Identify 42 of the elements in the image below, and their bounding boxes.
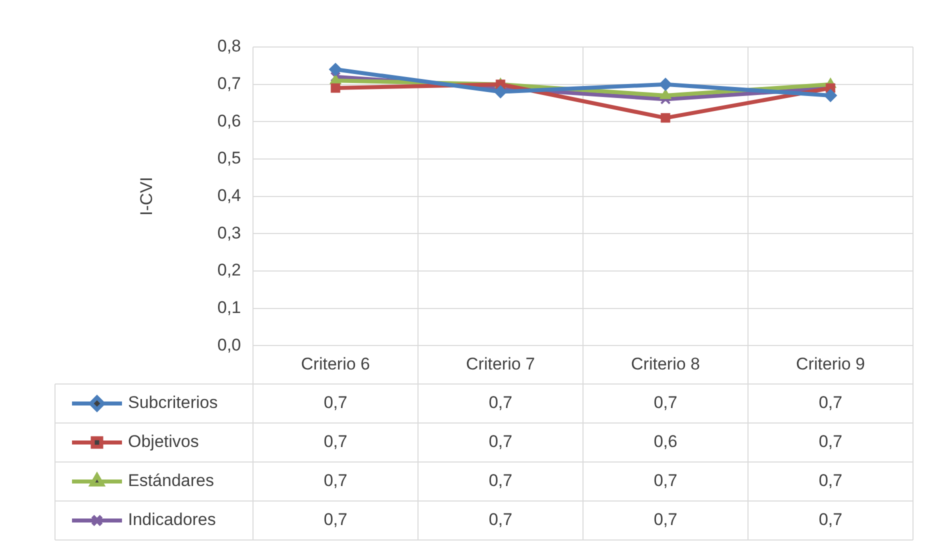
y-tick-label: 0,0 (217, 335, 241, 354)
point (330, 83, 340, 93)
legend-label: Indicadores (128, 510, 216, 530)
y-tick-label: 0,2 (217, 260, 241, 280)
data-label: 0,7 (324, 471, 348, 490)
data-label: 0,7 (488, 471, 512, 490)
data-label: 0,6 (654, 432, 678, 452)
x-tick-label: Criterio 9 (796, 354, 865, 374)
data-label: 0,7 (488, 393, 512, 412)
data-label: 0,7 (488, 510, 512, 530)
point (329, 62, 342, 76)
y-tick-label: 0,3 (217, 223, 241, 242)
point (660, 113, 670, 123)
x-tick-label: Criterio 8 (631, 354, 700, 374)
y-tick-label: 0,8 (217, 36, 241, 56)
y-tick-label: 0,6 (217, 111, 241, 130)
data-label: 0,7 (654, 393, 678, 412)
point (659, 78, 672, 91)
y-tick-label: 0,1 (217, 298, 241, 317)
data-label: 0,7 (654, 471, 678, 490)
data-label: 0,7 (818, 393, 842, 412)
legend-label: Estándares (128, 471, 214, 490)
data-label: 0,7 (488, 432, 512, 452)
y-tick-label: 0,4 (217, 186, 241, 205)
y-axis-title: I-CVI (136, 176, 156, 216)
x-tick-label: Criterio 7 (466, 354, 535, 374)
legend-label: Objetivos (128, 432, 199, 452)
data-label: 0,7 (324, 510, 348, 530)
point (824, 89, 837, 102)
point (660, 89, 672, 100)
point (330, 74, 342, 84)
data-label: 0,7 (818, 510, 842, 530)
legend-label: Subcriterios (128, 393, 218, 412)
y-tick-label: 0,7 (217, 74, 241, 94)
point (494, 85, 507, 98)
x-tick-label: Criterio 6 (301, 354, 370, 374)
data-label: 0,7 (818, 471, 842, 490)
y-tick-label: 0,5 (217, 148, 241, 168)
data-label: 0,7 (818, 432, 842, 452)
data-label: 0,7 (654, 510, 678, 530)
data-label: 0,7 (324, 393, 348, 412)
data-label: 0,7 (324, 432, 348, 452)
